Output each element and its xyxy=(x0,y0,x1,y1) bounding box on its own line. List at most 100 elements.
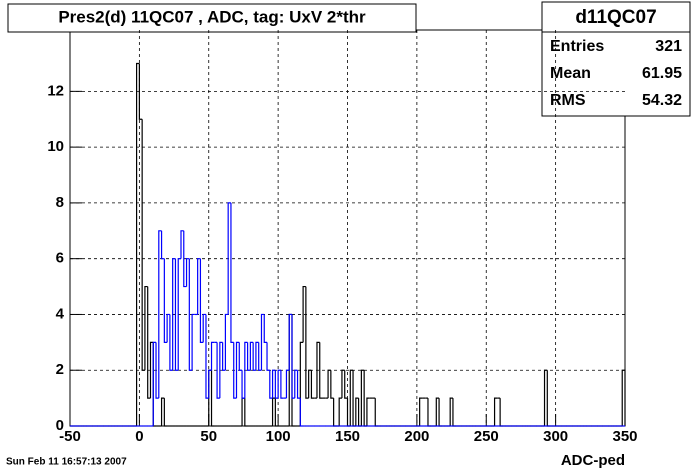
stats-label: Mean xyxy=(550,65,591,82)
histogram-bin xyxy=(355,397,359,426)
histogram-bin xyxy=(255,341,259,371)
histogram-bin xyxy=(285,369,290,399)
stats-title: d11QC07 xyxy=(575,7,656,28)
histogram-bin xyxy=(274,398,279,427)
histogram-bin xyxy=(174,258,179,371)
histogram-bin xyxy=(160,230,165,260)
footer-date: Sun Feb 11 16:57:13 2007 xyxy=(6,457,127,468)
histogram-bin xyxy=(185,258,190,287)
histogram-bin xyxy=(166,313,170,343)
histogram-bin xyxy=(277,369,281,399)
histogram-bin xyxy=(169,314,173,371)
stats-box xyxy=(541,1,691,117)
histogram-bin xyxy=(449,397,453,426)
histogram-bin xyxy=(327,369,331,399)
stats-label: RMS xyxy=(550,92,586,109)
histogram-bin xyxy=(238,342,243,371)
histogram-bin xyxy=(141,119,145,371)
histogram-bin xyxy=(274,370,279,399)
histogram-bin xyxy=(230,202,234,343)
title-box xyxy=(7,3,417,33)
histogram-bin xyxy=(227,202,231,315)
histogram-bin xyxy=(219,341,223,399)
histogram-bin xyxy=(163,258,168,343)
histogram-bin xyxy=(247,342,251,371)
histogram-bin xyxy=(621,369,626,426)
histogram-bin xyxy=(205,314,209,399)
histogram-bin xyxy=(172,258,176,371)
histogram-bin xyxy=(280,370,284,399)
histogram-bin xyxy=(260,313,265,371)
histogram-bin xyxy=(366,397,370,426)
x-axis-label: ADC-ped xyxy=(561,452,625,469)
x-tick-label: 150 xyxy=(335,428,360,445)
histogram-bin xyxy=(338,397,342,426)
histogram-bin xyxy=(177,258,181,371)
y-tick-label: 4 xyxy=(56,305,65,322)
stats-value: 321 xyxy=(655,38,682,55)
histogram-bin xyxy=(208,369,212,399)
histogram-bin xyxy=(210,341,215,371)
histogram-bin xyxy=(233,342,237,399)
histogram-bin xyxy=(310,370,315,399)
y-tick-label: 2 xyxy=(56,361,64,378)
histogram-bin xyxy=(299,398,304,427)
histogram-bin xyxy=(493,397,498,426)
histogram-bin xyxy=(155,342,159,399)
histogram-bin xyxy=(349,369,354,426)
histogram-bin xyxy=(244,398,248,427)
histogram-bin xyxy=(136,62,140,426)
histogram-bin xyxy=(138,63,143,120)
histogram-bin xyxy=(158,230,162,399)
histogram-bin xyxy=(180,230,184,259)
stats-value: 54.32 xyxy=(642,92,682,109)
histogram-bin xyxy=(266,342,270,371)
y-tick-label: 8 xyxy=(56,194,64,211)
x-tick-label: 100 xyxy=(266,428,291,445)
histogram-bin xyxy=(294,369,298,399)
histogram-bin xyxy=(435,397,440,426)
x-tick-label: 0 xyxy=(135,428,143,445)
y-tick-label: 12 xyxy=(47,82,64,99)
x-tick-label: 250 xyxy=(474,428,499,445)
histogram-bin xyxy=(344,370,348,399)
x-tick-label: -50 xyxy=(59,428,81,445)
histogram-bin xyxy=(197,258,201,315)
histogram-bin xyxy=(258,342,262,371)
histogram-bin xyxy=(305,286,309,399)
y-tick-label: 6 xyxy=(56,250,64,267)
x-tick-label: 300 xyxy=(543,428,568,445)
histogram-bin xyxy=(183,230,187,288)
x-tick-label: 50 xyxy=(200,428,217,445)
y-tick-label: 10 xyxy=(47,138,64,155)
histogram-bin xyxy=(543,369,548,426)
histogram-bin xyxy=(302,285,306,343)
histogram-bin xyxy=(308,369,312,399)
histogram-bin xyxy=(249,341,254,371)
histogram-bin xyxy=(222,342,226,371)
histogram-bin xyxy=(419,397,423,426)
stats-label: Entries xyxy=(550,38,604,55)
histogram-bin xyxy=(341,369,345,399)
histogram-bin xyxy=(235,341,240,399)
histogram-bin xyxy=(210,370,215,427)
histogram-bin xyxy=(263,314,268,343)
histogram-bin xyxy=(202,313,206,343)
histogram-bin xyxy=(160,397,165,426)
histogram-bin xyxy=(163,398,168,427)
chart-title: Pres2(d) 11QC07 , ADC, tag: UxV 2*thr xyxy=(58,7,366,26)
histogram-bin xyxy=(316,341,320,399)
histogram-bin xyxy=(241,370,245,399)
histogram-bin xyxy=(152,341,157,426)
stats-value: 61.95 xyxy=(642,65,682,82)
histogram-bin xyxy=(144,285,148,371)
histogram-bin xyxy=(191,313,195,371)
histogram-bin xyxy=(291,314,295,399)
histogram-bin xyxy=(188,258,193,371)
histogram-bin xyxy=(296,370,301,399)
histogram-bin xyxy=(224,313,229,371)
histogram-bin xyxy=(271,369,276,399)
histogram-bin xyxy=(199,258,204,343)
histogram-bin xyxy=(269,370,273,399)
